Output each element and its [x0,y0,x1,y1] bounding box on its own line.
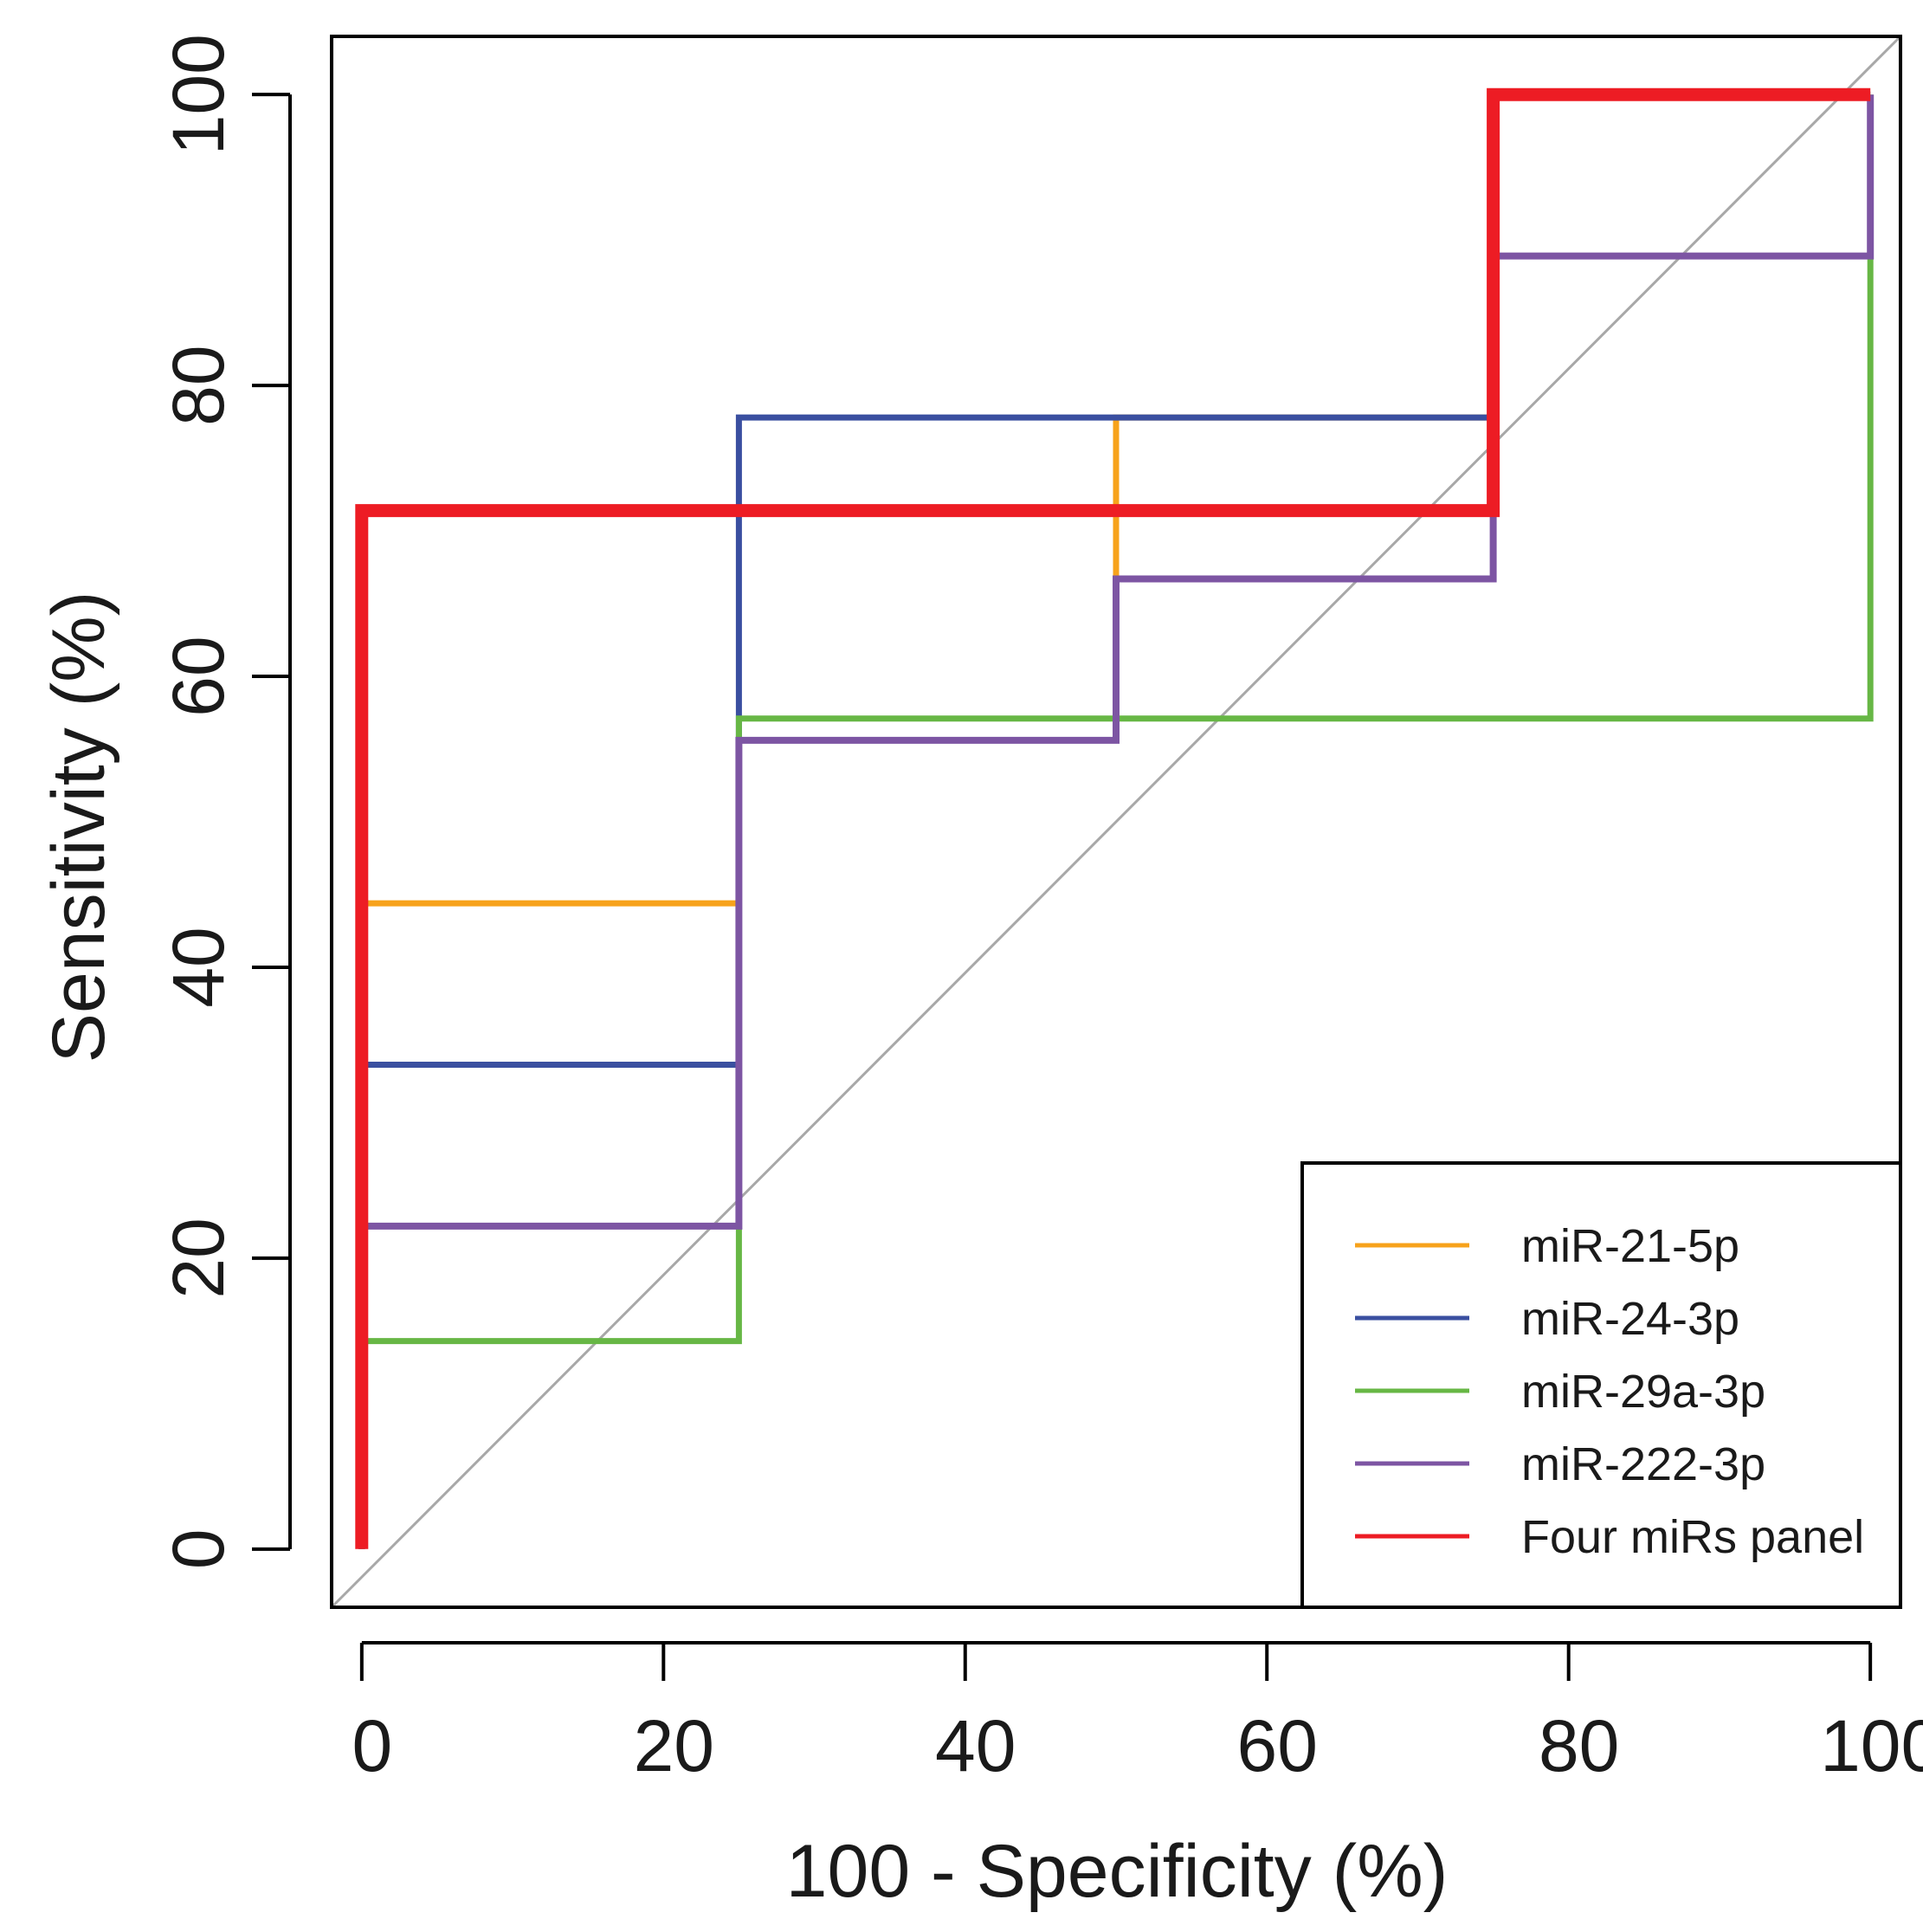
x-axis-title: 100 - Specificity (%) [786,1830,1449,1913]
x-tick-label: 40 [935,1705,1016,1787]
series-layer [355,87,1875,1549]
legend-label: miR-222-3p [1521,1438,1765,1490]
y-axis-title: Sensitivity (%) [37,591,120,1063]
y-axis: 0 20 40 60 80 100 [158,34,292,1569]
y-tick-label: 100 [158,34,239,155]
x-tick-label: 60 [1237,1705,1318,1787]
x-axis: 0 20 40 60 80 100 [352,1641,1923,1787]
series-line-four-mirs-panel [355,87,1871,1549]
y-tick-label: 80 [158,345,239,425]
legend-box [1300,1161,1902,1609]
legend-label: Four miRs panel [1521,1511,1864,1563]
y-tick-label: 0 [158,1528,239,1569]
x-tick-label: 20 [634,1705,714,1787]
reference-diagonal [330,35,1902,1609]
legend: miR-21-5p miR-24-3p miR-29a-3p miR-222-3p Fo… [1300,1161,1902,1609]
series-line-mir-222-3p [358,94,1875,1549]
legend-label: miR-21-5p [1521,1220,1739,1272]
x-tick-label: 80 [1539,1705,1619,1787]
reference-line-layer [330,35,1902,1609]
legend-label: miR-29a-3p [1521,1366,1765,1418]
plot-frame [330,35,1902,1609]
y-tick-label: 40 [158,927,239,1007]
y-tick-label: 60 [158,636,239,716]
x-tick-label: 0 [352,1705,392,1787]
legend-label: miR-24-3p [1521,1293,1739,1345]
x-tick-label: 100 [1820,1705,1923,1787]
y-tick-label: 20 [158,1218,239,1298]
